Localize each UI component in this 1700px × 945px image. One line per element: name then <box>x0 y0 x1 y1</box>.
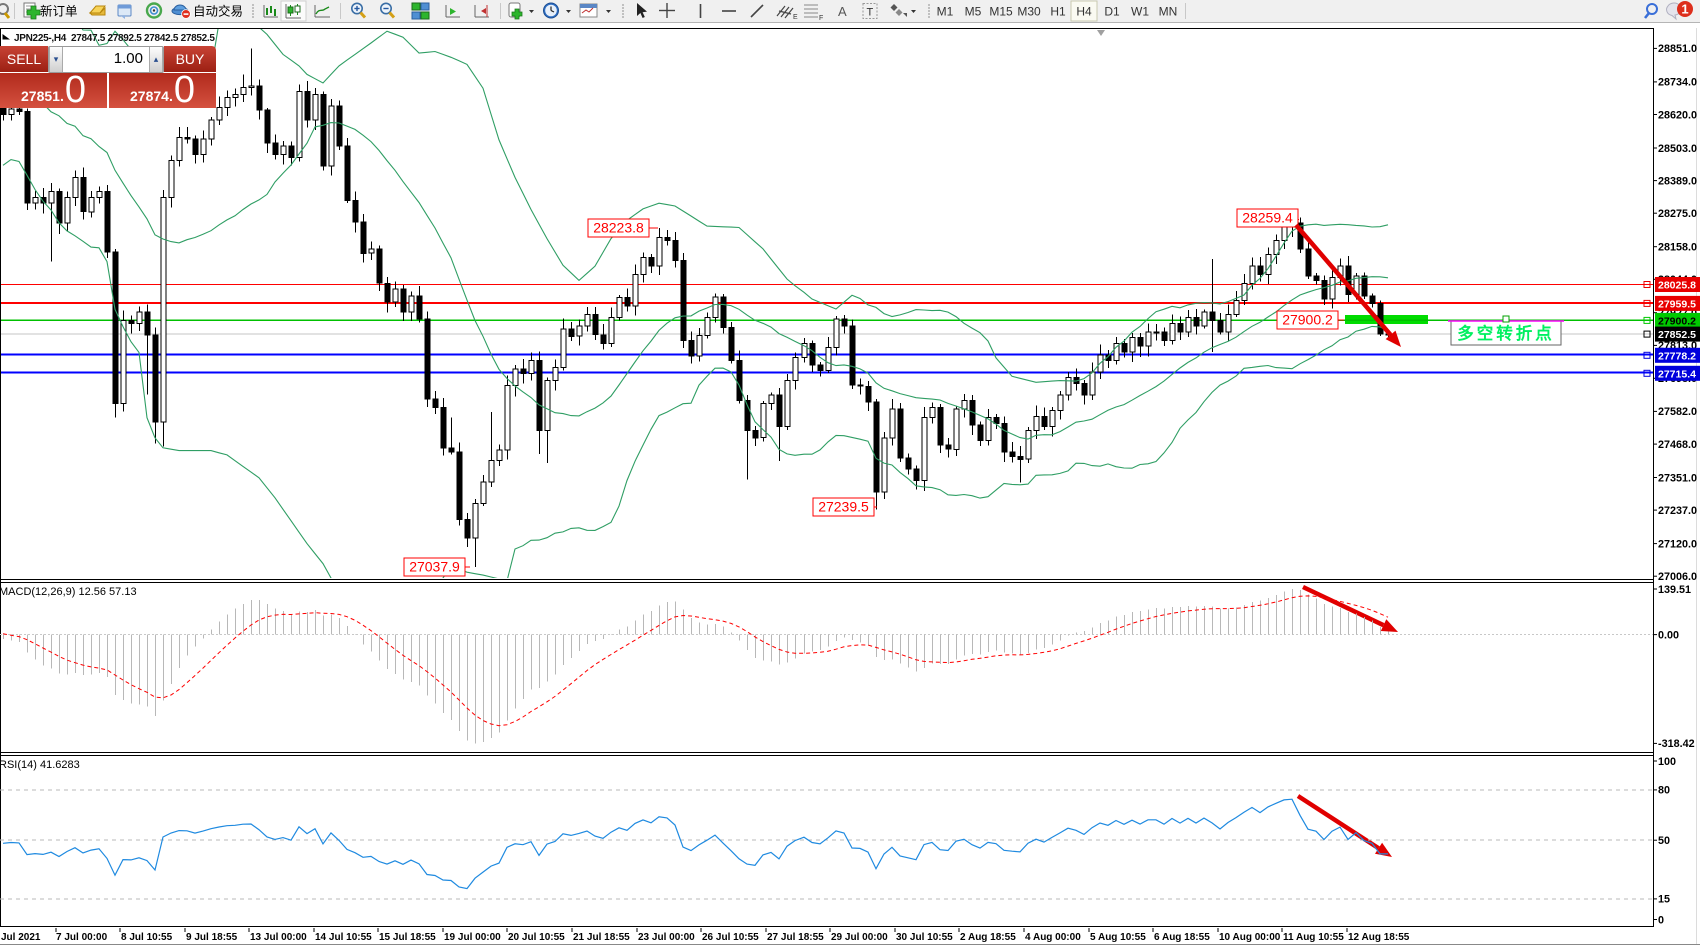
svg-text:M1: M1 <box>937 5 954 19</box>
svg-text:Jul 2021: Jul 2021 <box>1 932 41 943</box>
svg-text:10 Aug 00:00: 10 Aug 00:00 <box>1219 932 1281 943</box>
svg-text:27006.0: 27006.0 <box>1658 571 1697 583</box>
svg-text:27468.0: 27468.0 <box>1658 439 1697 451</box>
svg-text:27852.5: 27852.5 <box>1658 329 1696 341</box>
svg-text:27900.2: 27900.2 <box>1658 315 1696 327</box>
svg-text:自动交易: 自动交易 <box>193 4 243 19</box>
svg-text:29 Jul 00:00: 29 Jul 00:00 <box>831 932 888 943</box>
svg-text:13 Jul 00:00: 13 Jul 00:00 <box>250 932 307 943</box>
svg-text:28734.0: 28734.0 <box>1658 77 1697 89</box>
svg-text:23 Jul 00:00: 23 Jul 00:00 <box>638 932 695 943</box>
svg-text:11 Aug 10:55: 11 Aug 10:55 <box>1283 932 1344 943</box>
svg-text:28158.0: 28158.0 <box>1658 242 1697 254</box>
svg-text:多空转折点: 多空转折点 <box>1457 323 1555 343</box>
svg-text:JPN225-,H4 27847.5 27892.5 27: JPN225-,H4 27847.5 27892.5 27842.5 27852… <box>14 33 215 44</box>
svg-text:28389.0: 28389.0 <box>1658 175 1697 187</box>
svg-text:139.51: 139.51 <box>1658 584 1691 596</box>
svg-text:80: 80 <box>1658 785 1670 797</box>
svg-text:19 Jul 00:00: 19 Jul 00:00 <box>444 932 501 943</box>
svg-text:28025.8: 28025.8 <box>1658 280 1696 292</box>
svg-text:MN: MN <box>1159 5 1178 19</box>
svg-text:0: 0 <box>1658 914 1664 926</box>
svg-text:15: 15 <box>1658 894 1670 906</box>
svg-text:14 Jul 10:55: 14 Jul 10:55 <box>315 932 372 943</box>
svg-text:27778.2: 27778.2 <box>1658 350 1696 362</box>
svg-text:15 Jul 18:55: 15 Jul 18:55 <box>379 932 436 943</box>
svg-text:1: 1 <box>1681 2 1688 17</box>
svg-text:27900.2: 27900.2 <box>1282 312 1333 328</box>
svg-text:21 Jul 18:55: 21 Jul 18:55 <box>573 932 630 943</box>
svg-text:27237.0: 27237.0 <box>1658 505 1697 517</box>
svg-text:20 Jul 10:55: 20 Jul 10:55 <box>508 932 565 943</box>
svg-text:28223.8: 28223.8 <box>593 220 644 236</box>
svg-text:-318.42: -318.42 <box>1658 738 1695 750</box>
svg-text:T: T <box>867 7 874 19</box>
svg-text:D1: D1 <box>1104 5 1120 19</box>
svg-text:28620.0: 28620.0 <box>1658 109 1697 121</box>
svg-text:28503.0: 28503.0 <box>1658 143 1697 155</box>
svg-text:W1: W1 <box>1131 5 1149 19</box>
svg-text:50: 50 <box>1658 835 1670 847</box>
svg-text:4 Aug 00:00: 4 Aug 00:00 <box>1025 932 1081 943</box>
svg-text:27582.0: 27582.0 <box>1658 406 1697 418</box>
svg-text:27715.4: 27715.4 <box>1658 368 1696 380</box>
svg-text:2 Aug 18:55: 2 Aug 18:55 <box>960 932 1016 943</box>
svg-text:12 Aug 18:55: 12 Aug 18:55 <box>1348 932 1410 943</box>
svg-text:A: A <box>838 4 847 19</box>
svg-text:27037.9: 27037.9 <box>409 559 460 575</box>
svg-text:MACD(12,26,9) 12.56 57.13: MACD(12,26,9) 12.56 57.13 <box>0 586 137 598</box>
svg-text:28851.0: 28851.0 <box>1658 43 1697 55</box>
svg-text:H1: H1 <box>1050 5 1066 19</box>
svg-text:7 Jul 00:00: 7 Jul 00:00 <box>56 932 108 943</box>
svg-text:27120.0: 27120.0 <box>1658 538 1697 550</box>
svg-text:28259.4: 28259.4 <box>1242 210 1293 226</box>
svg-text:30 Jul 10:55: 30 Jul 10:55 <box>896 932 953 943</box>
svg-text:28275.0: 28275.0 <box>1658 208 1697 220</box>
svg-text:E: E <box>793 14 798 21</box>
svg-text:5 Aug 10:55: 5 Aug 10:55 <box>1090 932 1146 943</box>
svg-text:0.00: 0.00 <box>1658 629 1679 641</box>
svg-text:27 Jul 18:55: 27 Jul 18:55 <box>767 932 824 943</box>
svg-text:新订单: 新订单 <box>40 4 78 19</box>
svg-text:M15: M15 <box>989 5 1013 19</box>
svg-text:8 Jul 10:55: 8 Jul 10:55 <box>121 932 173 943</box>
svg-text:27239.5: 27239.5 <box>818 499 869 515</box>
svg-text:M30: M30 <box>1017 5 1041 19</box>
svg-text:M5: M5 <box>965 5 982 19</box>
svg-text:100: 100 <box>1658 756 1676 768</box>
svg-text:H4: H4 <box>1076 5 1092 19</box>
svg-text:9 Jul 18:55: 9 Jul 18:55 <box>186 932 238 943</box>
svg-text:F: F <box>819 15 823 22</box>
svg-text:27351.0: 27351.0 <box>1658 472 1697 484</box>
svg-text:27959.5: 27959.5 <box>1658 298 1696 310</box>
svg-text:6 Aug 18:55: 6 Aug 18:55 <box>1154 932 1210 943</box>
svg-text:26 Jul 10:55: 26 Jul 10:55 <box>702 932 759 943</box>
svg-text:RSI(14) 41.6283: RSI(14) 41.6283 <box>0 759 80 771</box>
